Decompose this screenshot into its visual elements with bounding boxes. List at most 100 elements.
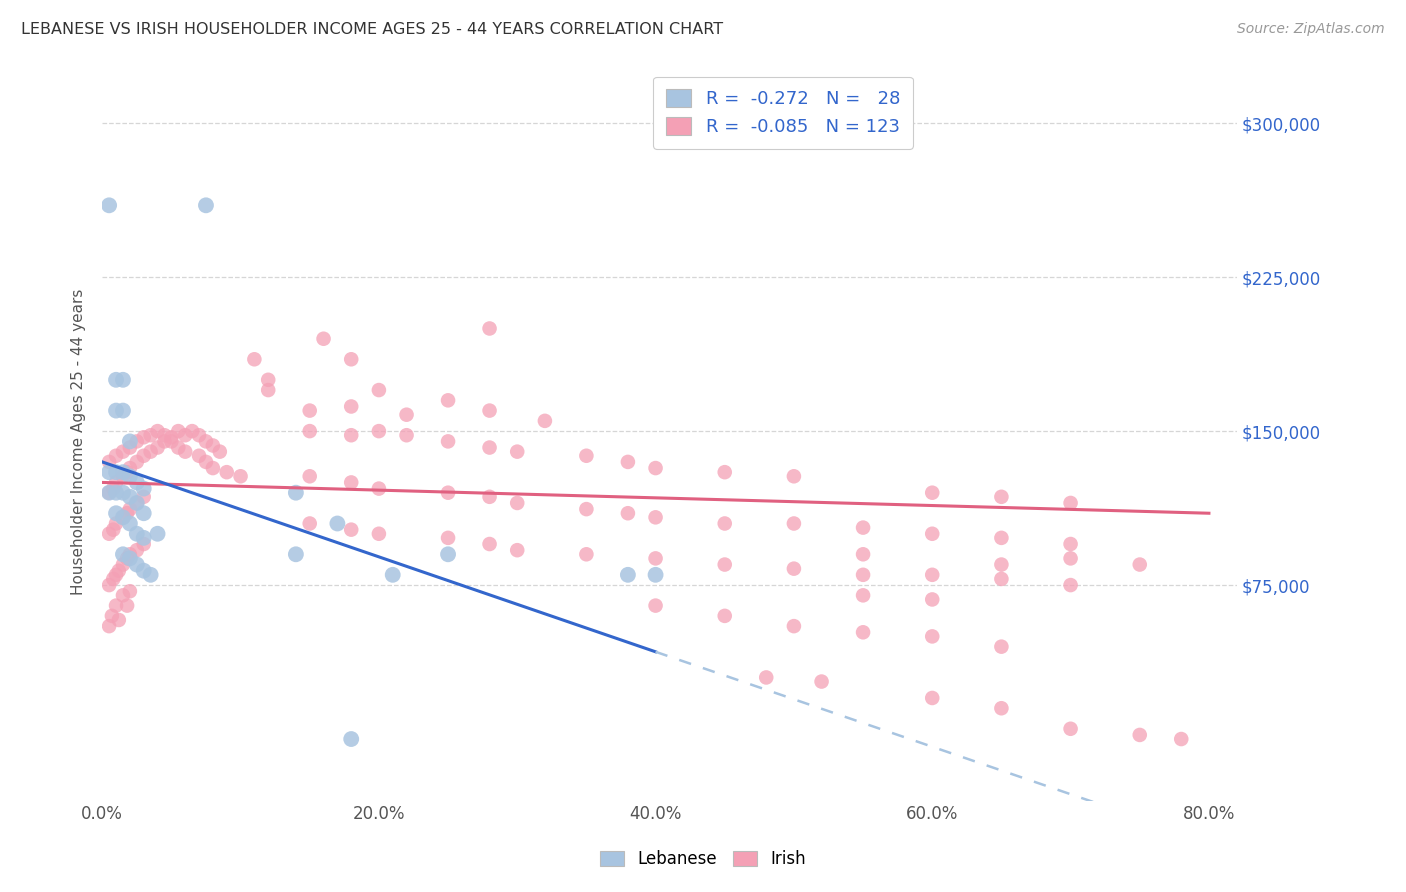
Point (98, 465, 121, 479)
Point (125, 526, 148, 541)
Point (146, 424, 169, 438)
Point (395, 428, 418, 442)
Point (111, 469, 134, 483)
Point (115, 465, 138, 479)
Point (852, 520, 875, 534)
Y-axis label: Householder Income Ages 25 - 44 years: Householder Income Ages 25 - 44 years (72, 288, 86, 595)
Point (1059, 551, 1081, 566)
Point (118, 434, 141, 449)
Point (783, 619, 806, 633)
Legend: Lebanese, Irish: Lebanese, Irish (593, 844, 813, 875)
Point (478, 403, 501, 417)
Point (340, 475, 363, 490)
Point (115, 551, 138, 566)
Point (188, 449, 211, 463)
Point (921, 485, 943, 500)
Point (194, 434, 217, 449)
Point (437, 547, 460, 561)
Point (98, 485, 121, 500)
Point (437, 531, 460, 545)
Point (111, 373, 134, 387)
Point (1129, 558, 1152, 572)
Point (167, 424, 190, 438)
Point (115, 599, 138, 613)
Point (852, 588, 875, 602)
Point (478, 490, 501, 504)
Point (340, 428, 363, 442)
Point (181, 424, 204, 438)
Point (437, 485, 460, 500)
Point (111, 485, 134, 500)
Point (103, 572, 125, 586)
Point (111, 588, 134, 602)
Point (644, 461, 666, 475)
Point (125, 496, 148, 510)
Point (118, 547, 141, 561)
Point (125, 543, 148, 558)
Point (125, 496, 148, 510)
Point (118, 502, 141, 516)
Point (243, 352, 266, 367)
Point (713, 516, 735, 531)
Point (990, 640, 1012, 654)
Point (111, 444, 134, 458)
Point (478, 321, 501, 335)
Point (478, 537, 501, 551)
Point (105, 475, 128, 490)
Point (146, 526, 169, 541)
Point (105, 506, 128, 520)
Point (125, 455, 148, 469)
Point (990, 531, 1012, 545)
Point (298, 516, 321, 531)
Point (1059, 578, 1081, 592)
Point (990, 490, 1012, 504)
Point (146, 441, 169, 455)
Point (1059, 496, 1081, 510)
Point (132, 564, 155, 578)
Point (105, 599, 128, 613)
Point (713, 608, 735, 623)
Point (105, 449, 128, 463)
Point (139, 567, 162, 582)
Point (990, 572, 1012, 586)
Point (98, 578, 121, 592)
Point (98, 485, 121, 500)
Point (340, 400, 363, 414)
Point (312, 332, 335, 346)
Text: LEBANESE VS IRISH HOUSEHOLDER INCOME AGES 25 - 44 YEARS CORRELATION CHART: LEBANESE VS IRISH HOUSEHOLDER INCOME AGE… (21, 22, 723, 37)
Point (437, 393, 460, 408)
Text: Source: ZipAtlas.com: Source: ZipAtlas.com (1237, 22, 1385, 37)
Point (644, 551, 666, 566)
Point (575, 449, 598, 463)
Point (921, 592, 943, 607)
Point (153, 428, 176, 442)
Legend: R =  -0.272   N =   28, R =  -0.085   N = 123: R = -0.272 N = 28, R = -0.085 N = 123 (654, 77, 912, 149)
Point (125, 475, 148, 490)
Point (111, 403, 134, 417)
Point (105, 567, 128, 582)
Point (118, 461, 141, 475)
Point (437, 434, 460, 449)
Point (125, 558, 148, 572)
Point (506, 543, 529, 558)
Point (208, 444, 231, 458)
Point (111, 510, 134, 524)
Point (644, 567, 666, 582)
Point (367, 383, 389, 397)
Point (326, 516, 349, 531)
Point (188, 428, 211, 442)
Point (98, 455, 121, 469)
Point (367, 424, 389, 438)
Point (284, 485, 307, 500)
Point (118, 441, 141, 455)
Point (921, 690, 943, 705)
Point (644, 599, 666, 613)
Point (506, 444, 529, 458)
Point (852, 547, 875, 561)
Point (921, 629, 943, 643)
Point (1170, 732, 1192, 747)
Point (201, 438, 224, 452)
Point (852, 567, 875, 582)
Point (257, 383, 280, 397)
Point (132, 449, 155, 463)
